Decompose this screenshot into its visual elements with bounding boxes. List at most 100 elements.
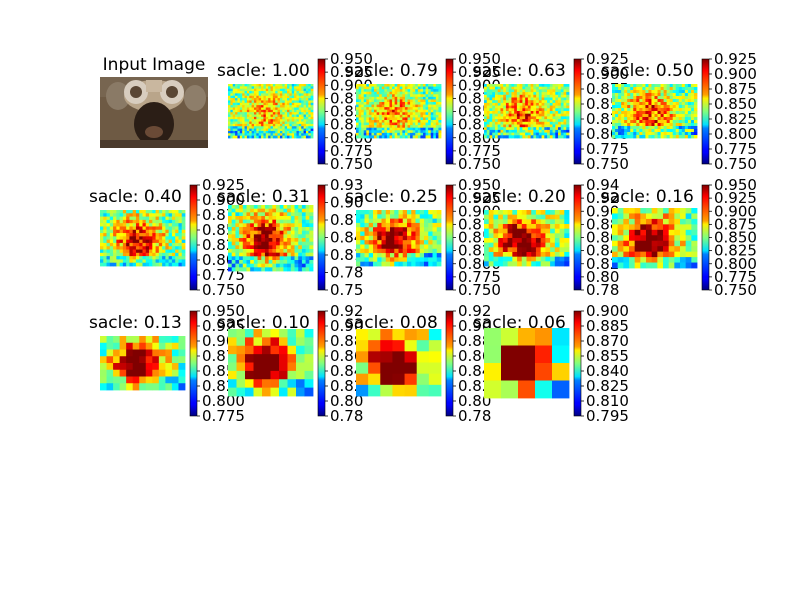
heatmap-cell bbox=[294, 105, 297, 108]
heatmap-cell bbox=[642, 120, 646, 124]
heatmap-cell bbox=[303, 123, 307, 127]
heatmap-cell bbox=[371, 114, 375, 118]
heatmap-panels: 0.9500.9250.9000.8750.8500.8250.8000.775… bbox=[89, 50, 757, 425]
heatmap-cell bbox=[282, 123, 286, 127]
heatmap-cell bbox=[674, 251, 681, 258]
heatmap-cell bbox=[171, 256, 176, 260]
heatmap-cell bbox=[270, 362, 280, 372]
heatmap-cell bbox=[547, 105, 551, 109]
heatmap-cell bbox=[256, 93, 260, 97]
heatmap-cell bbox=[381, 231, 387, 237]
heatmap-cell bbox=[422, 117, 426, 121]
heatmap-cell bbox=[294, 135, 297, 139]
heatmap-cell bbox=[239, 86, 243, 90]
heatmap-cell bbox=[404, 130, 408, 134]
heatmap-cell bbox=[237, 98, 241, 101]
heatmap-cell bbox=[376, 120, 380, 123]
heatmap-cell bbox=[508, 121, 512, 125]
heatmap-cell bbox=[407, 240, 412, 245]
heatmap-cell bbox=[552, 111, 556, 115]
heatmap-cell bbox=[505, 86, 510, 90]
heatmap-cell bbox=[171, 262, 176, 267]
heatmap-cell bbox=[298, 227, 303, 232]
heatmap-cell bbox=[250, 256, 255, 261]
heatmap-cell bbox=[242, 98, 245, 101]
heatmap-cell bbox=[519, 121, 523, 125]
heatmap-cell bbox=[251, 135, 255, 139]
heatmap-cell bbox=[282, 107, 286, 111]
heatmap-cell bbox=[502, 233, 509, 239]
heatmap-cell bbox=[687, 120, 692, 124]
heatmap-cell bbox=[657, 120, 661, 124]
heatmap-cell bbox=[253, 379, 263, 389]
heatmap-cell bbox=[152, 210, 156, 214]
heatmap-cell bbox=[298, 216, 303, 221]
heatmap-cell bbox=[158, 356, 166, 364]
heatmap-cell bbox=[279, 205, 284, 210]
heatmap-cell bbox=[639, 126, 643, 130]
heatmap-cell bbox=[392, 91, 396, 95]
heatmap-cell bbox=[399, 86, 403, 90]
heatmap-cell bbox=[232, 119, 236, 122]
heatmap-cell bbox=[648, 90, 652, 94]
heatmap-cell bbox=[544, 119, 548, 123]
heatmap-cell bbox=[303, 107, 307, 111]
heatmap-cell bbox=[264, 238, 270, 243]
heatmap-cell bbox=[155, 252, 160, 257]
heatmap-cell bbox=[684, 117, 689, 121]
heatmap-cell bbox=[555, 127, 559, 131]
heatmap-cell bbox=[392, 135, 396, 139]
heatmap-cell bbox=[239, 91, 243, 94]
heatmap-cell bbox=[309, 260, 314, 265]
heatmap-cell bbox=[503, 89, 507, 93]
heatmap-cell bbox=[246, 123, 250, 127]
heatmap-cell bbox=[251, 88, 255, 92]
heatmap-cell bbox=[364, 253, 370, 258]
heatmap-cell bbox=[428, 117, 432, 121]
heatmap-cell bbox=[235, 245, 240, 250]
heatmap-cell bbox=[249, 130, 253, 134]
heatmap-cell bbox=[630, 135, 634, 139]
heatmap-cell bbox=[253, 88, 257, 92]
heatmap-cell bbox=[407, 222, 412, 228]
heatmap-cell bbox=[526, 210, 532, 216]
heatmap-cell bbox=[119, 356, 127, 364]
heatmap-cell bbox=[175, 236, 179, 241]
heatmap-cell bbox=[165, 262, 170, 267]
heatmap-cell bbox=[287, 238, 292, 243]
heatmap-cell bbox=[361, 102, 365, 105]
heatmap-cell bbox=[389, 96, 393, 100]
heatmap-cell bbox=[536, 124, 540, 128]
heatmap-cell bbox=[672, 84, 677, 88]
heatmap-cell bbox=[272, 84, 276, 87]
heatmap-cell bbox=[410, 117, 414, 121]
heatmap-cell bbox=[636, 84, 640, 88]
heatmap-cell bbox=[535, 238, 542, 244]
heatmap-cell bbox=[505, 119, 510, 123]
heatmap-cell bbox=[305, 130, 309, 134]
heatmap-cell bbox=[428, 240, 433, 245]
heatmap-cell bbox=[634, 246, 641, 253]
heatmap-cell bbox=[303, 133, 307, 137]
heatmap-cell bbox=[420, 86, 424, 90]
heatmap-cell bbox=[272, 205, 277, 210]
colorbar-tick-label: 0.94 bbox=[586, 176, 619, 194]
heatmap-cell bbox=[522, 124, 526, 128]
heatmap-cell bbox=[256, 107, 260, 111]
heatmap-cell bbox=[294, 241, 299, 246]
heatmap-cell bbox=[486, 132, 490, 136]
heatmap-cell bbox=[139, 356, 147, 364]
heatmap-cell bbox=[433, 132, 437, 136]
heatmap-cell bbox=[381, 112, 385, 116]
heatmap-cell bbox=[310, 102, 314, 106]
heatmap-cell bbox=[612, 120, 616, 124]
heatmap-cell bbox=[103, 246, 107, 250]
heatmap-cell bbox=[672, 102, 677, 106]
heatmap-cell bbox=[132, 336, 140, 344]
heatmap-cell bbox=[554, 228, 560, 234]
heatmap-cell bbox=[422, 122, 426, 126]
heatmap-cell bbox=[493, 210, 499, 216]
heatmap-cell bbox=[511, 132, 515, 136]
heatmap-cell bbox=[253, 219, 258, 224]
heatmap-cell bbox=[412, 125, 416, 129]
